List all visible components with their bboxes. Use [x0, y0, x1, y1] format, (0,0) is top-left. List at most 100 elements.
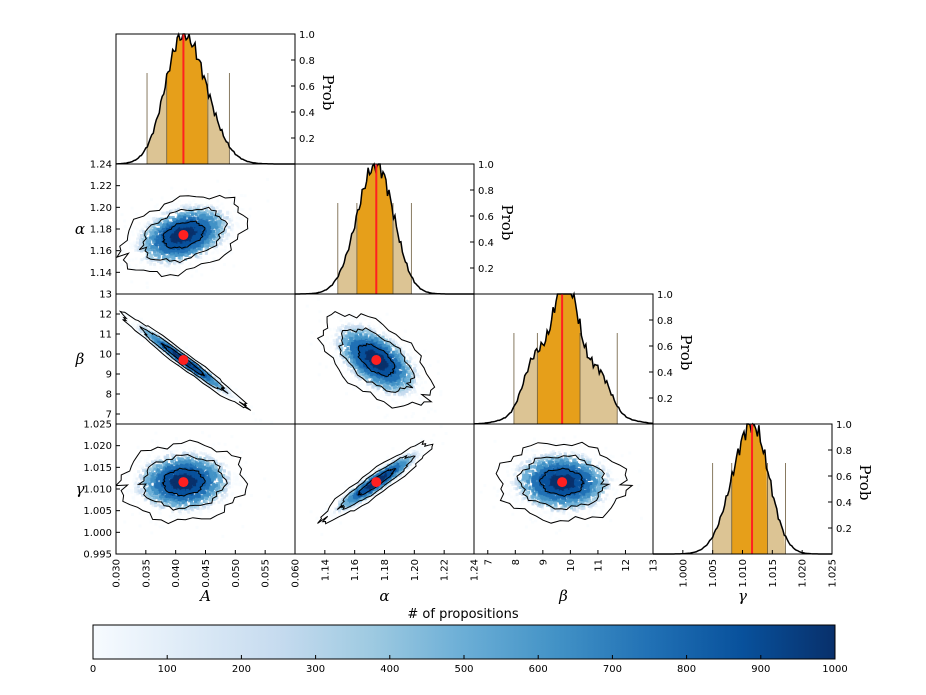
density-cell [350, 311, 354, 315]
density-cell [161, 354, 165, 358]
density-cell [209, 230, 213, 234]
density-cell [402, 372, 406, 376]
prob-tick-label: 0.6 [657, 342, 673, 353]
density-cell [166, 228, 170, 232]
prob-tick-label: 0.2 [478, 264, 494, 275]
density-cell [192, 206, 196, 210]
density-cell [407, 366, 411, 370]
density-cell [167, 340, 171, 344]
density-cell [346, 362, 350, 366]
density-cell [211, 218, 215, 222]
density-cell [194, 358, 198, 362]
density-cell [153, 205, 157, 209]
density-cell [203, 381, 207, 385]
density-cell [238, 216, 242, 220]
density-cell [121, 322, 125, 326]
density-cell [157, 254, 161, 258]
density-cell [347, 351, 351, 355]
density-cell [189, 210, 193, 214]
density-cell [379, 319, 383, 323]
density-cell [147, 220, 151, 224]
density-cell [170, 186, 174, 190]
density-cell [212, 243, 216, 247]
contour-line [160, 342, 206, 377]
density-cell [249, 405, 253, 409]
density-cell [168, 346, 172, 350]
density-cell [175, 210, 179, 214]
density-cell [156, 257, 160, 261]
density-cell [399, 382, 403, 386]
density-cell [355, 359, 359, 363]
density-cell [415, 366, 419, 370]
density-cell [224, 222, 228, 226]
density-cell [153, 231, 157, 235]
density-cell [156, 259, 160, 263]
density-cell [158, 229, 162, 233]
density-cell [152, 252, 156, 256]
density-cell [409, 342, 413, 346]
density-cell [173, 346, 177, 350]
density-cell [135, 212, 139, 216]
density-cell [175, 219, 179, 223]
density-cell [149, 198, 153, 202]
density-cell [183, 188, 187, 192]
density-cell [423, 349, 427, 353]
density-cell [137, 235, 141, 239]
density-cell [379, 324, 383, 328]
density-cell [120, 252, 124, 256]
density-cell [152, 220, 156, 224]
density-cell [187, 362, 191, 366]
density-cell [136, 237, 140, 241]
density-cell [212, 261, 216, 265]
density-cell [186, 240, 190, 244]
density-cell [174, 225, 178, 229]
density-cell [396, 344, 400, 348]
density-cell [333, 342, 337, 346]
density-cell [259, 418, 263, 422]
density-cell [216, 385, 220, 389]
density-cell [225, 216, 229, 220]
density-cell [404, 415, 408, 419]
density-cell [167, 351, 171, 355]
density-cell [209, 222, 213, 226]
density-cell [331, 315, 335, 319]
density-cell [379, 350, 383, 354]
density-cell [324, 338, 328, 342]
density-cell [212, 206, 216, 210]
density-cell [406, 386, 410, 390]
density-cell [171, 231, 175, 235]
density-cell [195, 367, 199, 371]
prob-tick-label: 0.6 [478, 212, 494, 223]
density-cell [222, 239, 226, 243]
density-cell [135, 241, 139, 245]
density-cell [177, 351, 181, 355]
density-cell [310, 330, 314, 334]
density-cell [368, 312, 372, 316]
density-cell [151, 334, 155, 338]
density-cell [163, 212, 167, 216]
density-cell [221, 382, 225, 386]
density-cell [344, 376, 348, 380]
density-cell [128, 264, 132, 268]
density-cell [136, 334, 140, 338]
density-cell [341, 324, 345, 328]
density-cell [392, 382, 396, 386]
density-cell [393, 357, 397, 361]
density-cell [154, 340, 158, 344]
density-cell [131, 245, 135, 249]
density-cell [211, 229, 215, 233]
prob-axis-label: Prob [319, 75, 337, 111]
density-cell [189, 206, 193, 210]
density-cell [214, 216, 218, 220]
density-cell [131, 258, 135, 262]
density-cell [172, 267, 176, 271]
density-cell [139, 267, 143, 271]
density-cell [163, 233, 167, 237]
density-cell [162, 256, 166, 260]
density-cell [191, 244, 195, 248]
density-cell [191, 224, 195, 228]
density-cell [227, 240, 231, 244]
density-cell [404, 360, 408, 364]
density-cell [153, 250, 157, 254]
